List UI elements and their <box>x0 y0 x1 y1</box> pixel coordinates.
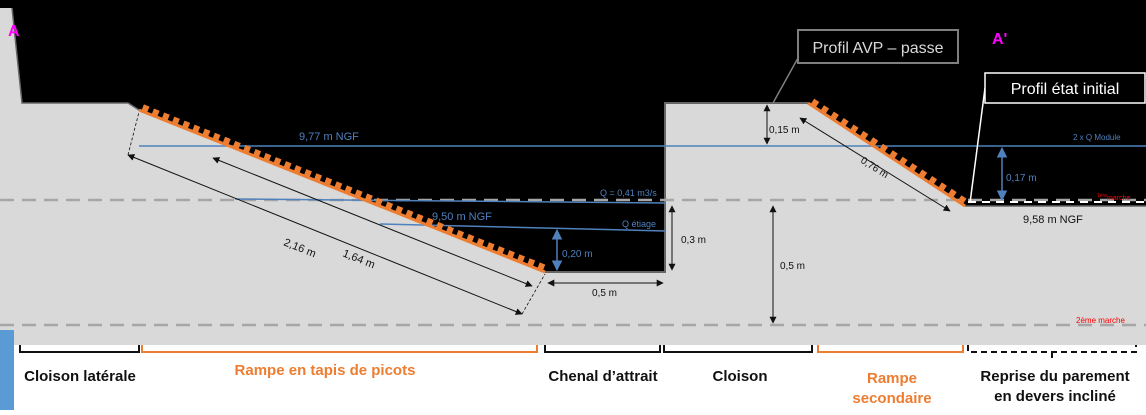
picot-tooth <box>820 105 830 115</box>
second-step-label: 2ème marche <box>1076 316 1125 325</box>
dim-020-label: 0,20 m <box>562 249 593 260</box>
section-cloison-laterale: Cloison latérale <box>24 368 136 385</box>
first-step-label: 1èremarche <box>1097 193 1130 202</box>
section-cloison: Cloison <box>713 368 768 385</box>
q-041-label: Q = 0,41 m3/s <box>600 188 657 198</box>
q-etiage-label: Q étiage <box>622 219 656 229</box>
ngf-977-label: 9,77 m NGF <box>299 131 359 143</box>
bracket-rampe-tapis <box>141 345 538 353</box>
initial-callout-box <box>984 72 1146 104</box>
bracket-rampe-secondaire <box>817 345 964 353</box>
bottom-band <box>0 345 1146 410</box>
dim-164-line <box>212 157 533 287</box>
ngf-958-label: 9,58 m NGF <box>1023 214 1083 226</box>
avp-callout-text: Profil AVP – passe <box>812 40 943 57</box>
picot-tooth <box>151 108 160 118</box>
blue-corner-accent <box>0 330 14 410</box>
picot-tooth <box>192 124 201 134</box>
dim-05-bottom-label: 0,5 m <box>592 288 617 299</box>
section-rampe-tapis: Rampe en tapis de picots <box>235 362 416 379</box>
initial-callout-leader <box>969 87 986 204</box>
section-chenal: Chenal d’attrait <box>548 368 657 385</box>
corner-a-prime-label: A' <box>992 31 1007 48</box>
picot-tooth <box>222 136 231 146</box>
section-reprise-1: Reprise du parement <box>980 368 1129 385</box>
dim-076-line <box>799 117 951 212</box>
picot-tooth <box>537 262 546 272</box>
initial-profile-line <box>11 7 140 111</box>
dim-03-label: 0,3 m <box>681 235 706 246</box>
picot-tooth <box>957 195 967 205</box>
bracket-cloison-laterale <box>19 345 140 353</box>
picot-tooth <box>242 144 251 154</box>
initial-callout-text: Profil état initial <box>1011 81 1120 98</box>
q-module-label: 2 x Q Module <box>1073 133 1121 142</box>
avp-callout-leader <box>772 57 799 104</box>
avp-profile-line <box>545 102 808 273</box>
corner-a-label: A <box>8 23 20 40</box>
bracket-reprise <box>967 345 1137 358</box>
picot-tooth <box>171 116 180 126</box>
picot-tooth <box>181 120 191 130</box>
bracket-chenal <box>544 345 661 353</box>
section-reprise-2: en devers incliné <box>994 388 1116 405</box>
picot-tooth <box>141 104 150 114</box>
picot-tooth <box>810 98 820 108</box>
picot-tooth <box>202 128 211 138</box>
dim-017-label: 0,17 m <box>1006 173 1037 184</box>
dim-05-right-label: 0,5 m <box>780 261 805 272</box>
avp-callout-box <box>797 29 959 64</box>
picot-tooth <box>161 112 170 122</box>
picot-tooth <box>212 132 221 142</box>
picot-tooth <box>232 140 241 150</box>
dim-216-ext-top <box>127 111 140 156</box>
ngf-950-label: 9,50 m NGF <box>432 211 492 223</box>
dim-015-label: 0,15 m <box>769 125 800 136</box>
bracket-cloison <box>663 345 813 353</box>
dim-216-ext-bottom <box>521 273 546 315</box>
section-rampe-secondaire-2: secondaire <box>852 390 931 407</box>
section-rampe-secondaire-1: Rampe <box>867 370 917 387</box>
